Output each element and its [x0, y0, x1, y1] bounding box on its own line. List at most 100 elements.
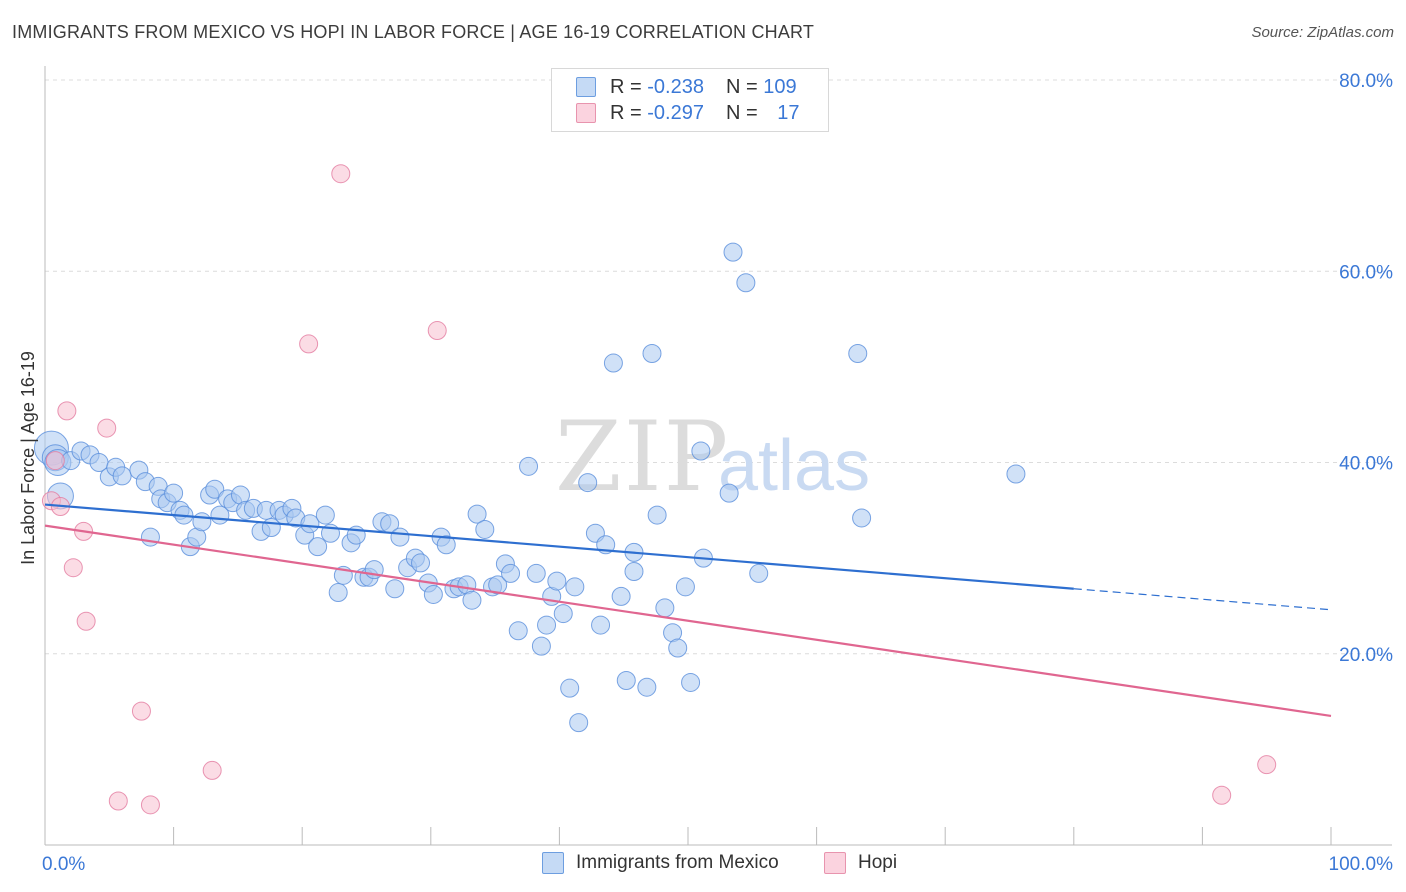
point-mexico	[637, 677, 657, 697]
stats-legend: R = -0.238 N = 109 R = -0.297 N = 17	[551, 68, 829, 132]
x-tick-label: 0.0%	[42, 854, 85, 875]
point-mexico	[164, 483, 184, 503]
point-mexico	[642, 343, 662, 363]
legend-n-value-mexico: 109	[763, 75, 797, 98]
point-mexico	[411, 553, 431, 573]
point-mexico	[749, 563, 769, 583]
bottom-legend-swatch-mexico	[542, 852, 564, 874]
point-mexico	[569, 713, 589, 733]
point-mexico	[719, 483, 739, 503]
point-mexico	[603, 353, 623, 373]
trend-lines	[44, 503, 1332, 717]
bottom-legend-label-mexico: Immigrants from Mexico	[576, 852, 779, 873]
point-hopi	[140, 795, 160, 815]
legend-swatch-hopi	[576, 103, 596, 123]
point-mexico	[616, 671, 636, 691]
point-mexico	[462, 590, 482, 610]
point-hopi	[1257, 755, 1277, 775]
point-mexico	[205, 479, 225, 499]
point-mexico	[140, 527, 160, 547]
y-axis-label: In Labor Force | Age 16-19	[18, 351, 38, 565]
series-hopi	[41, 164, 1277, 815]
legend-r-label: R =	[610, 75, 642, 98]
point-hopi	[97, 418, 117, 438]
point-hopi	[131, 701, 151, 721]
point-mexico	[308, 537, 328, 557]
legend-r-value-mexico: -0.238	[647, 75, 704, 98]
point-mexico	[192, 512, 212, 532]
point-mexico	[547, 571, 567, 591]
point-hopi	[427, 321, 447, 341]
point-mexico	[723, 242, 743, 262]
legend-r-value-hopi: -0.297	[647, 101, 704, 124]
y-tick-label: 20.0%	[1339, 645, 1393, 666]
point-mexico	[681, 672, 701, 692]
legend-n-value-hopi: 17	[777, 101, 800, 124]
point-mexico	[611, 586, 631, 606]
point-mexico	[436, 535, 456, 555]
point-mexico	[385, 579, 405, 599]
point-hopi	[202, 760, 222, 780]
series-mexico	[33, 242, 1026, 733]
watermark-atlas: atlas	[718, 426, 870, 506]
point-hopi	[63, 558, 83, 578]
legend-n-label: N =	[725, 75, 758, 98]
legend-row-hopi: R = -0.297 N = 17	[576, 100, 799, 126]
point-mexico	[565, 577, 585, 597]
point-hopi	[45, 451, 65, 471]
watermark: ZIP atlas	[555, 401, 870, 513]
point-mexico	[390, 527, 410, 547]
point-mexico	[475, 519, 495, 539]
y-tick-label: 80.0%	[1339, 71, 1393, 92]
point-mexico	[852, 508, 872, 528]
point-mexico	[423, 584, 443, 604]
x-tick-label: 100.0%	[1329, 854, 1394, 875]
point-mexico	[848, 343, 868, 363]
point-mexico	[553, 604, 573, 624]
point-mexico	[519, 456, 539, 476]
point-mexico	[560, 678, 580, 698]
trend-line-extension-mexico	[1073, 588, 1332, 611]
point-hopi	[57, 401, 77, 421]
point-hopi	[1212, 785, 1232, 805]
point-mexico	[526, 563, 546, 583]
legend-n-label: N =	[725, 101, 758, 124]
grid-lines	[45, 79, 1392, 655]
bottom-legend-mexico: Immigrants from Mexico	[542, 852, 779, 874]
point-mexico	[488, 575, 508, 595]
point-mexico	[315, 505, 335, 525]
point-hopi	[108, 791, 128, 811]
point-hopi	[76, 611, 96, 631]
point-mexico	[1006, 464, 1026, 484]
legend-row-mexico: R = -0.238 N = 109	[576, 74, 797, 100]
point-mexico	[112, 466, 132, 486]
bottom-legend-label-hopi: Hopi	[858, 852, 898, 873]
point-mexico	[467, 504, 487, 524]
trend-line-mexico	[44, 503, 1074, 590]
point-mexico	[691, 441, 711, 461]
legend-swatch-mexico	[576, 77, 596, 97]
y-tick-label: 60.0%	[1339, 262, 1393, 283]
point-mexico	[668, 638, 688, 658]
point-mexico	[647, 505, 667, 525]
point-mexico	[328, 583, 348, 603]
chart-title: IMMIGRANTS FROM MEXICO VS HOPI IN LABOR …	[12, 22, 815, 42]
point-hopi	[299, 334, 319, 354]
point-mexico	[300, 514, 320, 534]
point-mexico	[578, 473, 598, 493]
point-mexico	[591, 615, 611, 635]
trend-line-hopi	[44, 524, 1332, 717]
chart-source: Source: ZipAtlas.com	[1251, 24, 1394, 41]
point-mexico	[531, 636, 551, 656]
bottom-legend-hopi: Hopi	[824, 852, 897, 874]
y-tick-label: 40.0%	[1339, 454, 1393, 475]
point-mexico	[655, 598, 675, 618]
point-mexico	[624, 562, 644, 582]
legend-r-label: R =	[610, 101, 642, 124]
point-mexico	[508, 621, 528, 641]
point-mexico	[537, 615, 557, 635]
tick-labels: 20.0% 40.0% 60.0% 80.0% 0.0% 100.0% In Labor F…	[18, 71, 1393, 875]
point-mexico	[736, 273, 756, 293]
bottom-legend-swatch-hopi	[824, 852, 846, 874]
